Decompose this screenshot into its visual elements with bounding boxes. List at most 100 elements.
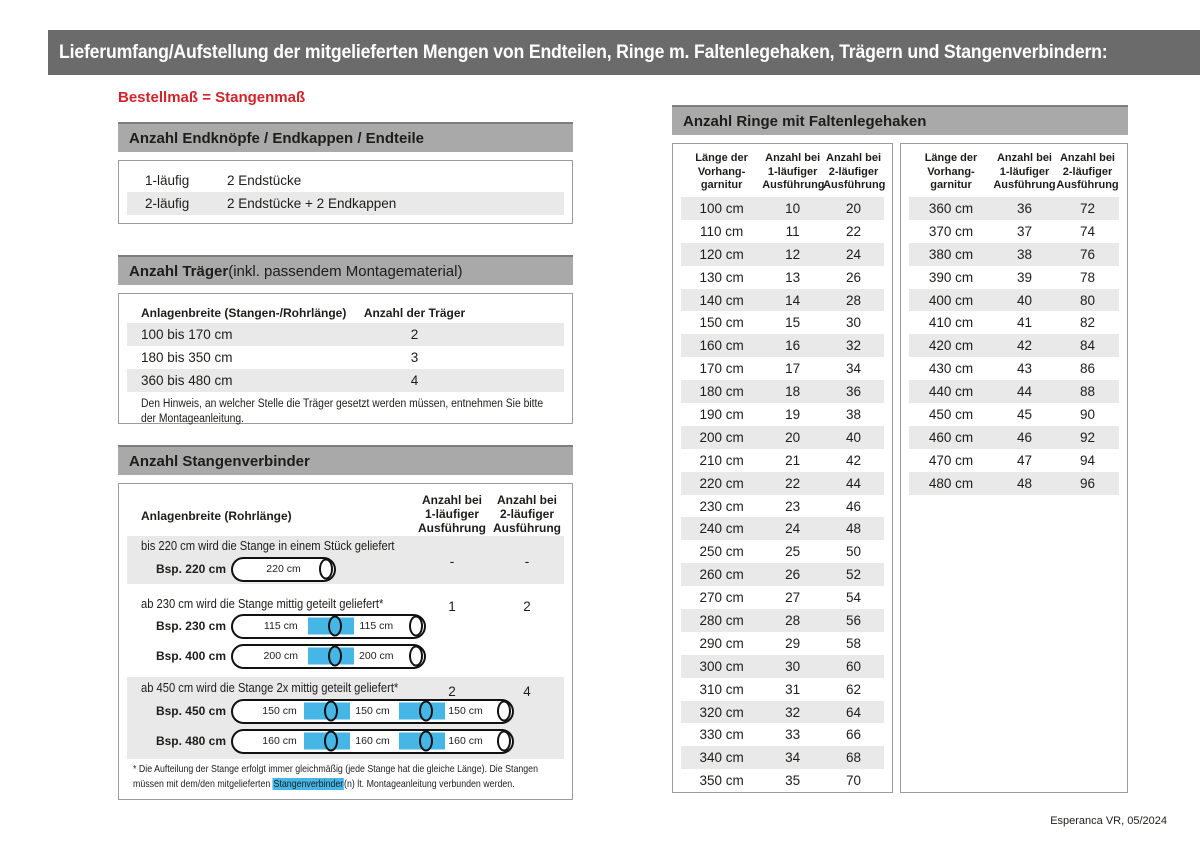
anlagenbreite-value: 180 bis 350 cm	[141, 350, 233, 365]
ring-row: 440 cm 44 88	[909, 380, 1119, 404]
rod-end-cap-icon	[497, 700, 511, 722]
section-header-ringe: Anzahl Ringe mit Faltenlegehaken	[672, 105, 1128, 135]
ring-length-value: 330 cm	[699, 727, 744, 743]
traeger-col2-header: Anzahl der Träger	[363, 305, 466, 320]
verbinder-col1-header: Anlagenbreite (Rohrlänge)	[141, 509, 292, 523]
ring-row: 170 cm 17 34	[681, 357, 884, 380]
ring-row: 280 cm 28 56	[681, 609, 884, 632]
traeger-table: Anlagenbreite (Stangen-/Rohrlänge) Anzah…	[118, 293, 573, 425]
endteile-count-value: 2 Endstücke	[227, 173, 302, 188]
ring-length-value: 450 cm	[928, 406, 974, 422]
ring-count-1-laeufig: 44	[1016, 384, 1033, 400]
ring-count-1-laeufig: 21	[785, 452, 801, 468]
ring-length-value: 280 cm	[699, 612, 744, 628]
ring-count-1-laeufig: 17	[785, 361, 801, 377]
ring-length-value: 400 cm	[928, 292, 974, 308]
ring-row: 420 cm 42 84	[909, 334, 1119, 358]
ring-count-1-laeufig: 11	[785, 223, 800, 239]
ring-count-1-laeufig: 18	[785, 384, 801, 400]
ring-row: 190 cm 19 38	[681, 403, 884, 426]
rod-example-row: Bsp. 400 cm 200 cm 200 cm	[131, 643, 426, 669]
ring-col-header: Anzahl bei 2-läufiger Ausführung	[1056, 152, 1119, 191]
rod-end-cap-icon	[409, 615, 423, 637]
ring-count-2-laeufig: 90	[1079, 406, 1096, 422]
ring-count-1-laeufig: 23	[785, 498, 801, 514]
ring-count-2-laeufig: 44	[846, 475, 862, 491]
ring-count-1-laeufig: 45	[1016, 406, 1033, 422]
ring-length-value: 130 cm	[699, 269, 744, 285]
rod-end-cap-icon	[497, 730, 511, 752]
ring-row: 430 cm 43 86	[909, 357, 1119, 380]
section-header-endteile-label: Anzahl Endknöpfe / Endkappen / Endteile	[129, 129, 425, 147]
verbinder-rule-text: ab 450 cm wird die Stange 2x mittig gete…	[141, 680, 440, 695]
ring-row: 290 cm 29 58	[681, 632, 884, 655]
ring-row: 470 cm 47 94	[909, 449, 1119, 472]
ring-count-2-laeufig: 72	[1079, 200, 1096, 216]
verbinder-col2-header: Anzahl bei 1-läufiger Ausführung	[418, 493, 486, 535]
ring-count-2-laeufig: 62	[846, 681, 862, 697]
traeger-row: 360 bis 480 cm 4	[127, 369, 564, 392]
subtitle-bestellmass: Bestellmaß = Stangenmaß	[118, 89, 306, 106]
section-header-stangenverbinder: Anzahl Stangenverbinder	[118, 445, 573, 475]
footnote-line1: * Die Aufteilung der Stange erfolgt imme…	[133, 763, 538, 775]
ring-table-left-header: Länge der Vorhang- garnitur Anzahl bei 1-…	[673, 144, 892, 197]
ring-length-value: 160 cm	[699, 338, 744, 354]
ring-length-value: 320 cm	[699, 704, 744, 720]
ring-count-1-laeufig: 19	[785, 406, 801, 422]
ring-count-1-laeufig: 14	[785, 292, 801, 308]
ring-count-2-laeufig: 82	[1079, 315, 1096, 331]
ring-length-value: 200 cm	[699, 429, 744, 445]
rod-joint-cap-icon	[418, 700, 433, 722]
ring-length-value: 140 cm	[699, 292, 744, 308]
verbinder-rule-text-line: ab 230 cm wird die Stange mittig geteilt…	[141, 596, 384, 611]
ring-count-2-laeufig: 48	[846, 521, 862, 537]
stangenverbinder-table: Anlagenbreite (Rohrlänge) Anzahl bei 1-l…	[118, 483, 573, 800]
ring-count-1-laeufig: 37	[1016, 223, 1033, 239]
rod-segment-length: 115 cm	[263, 620, 298, 632]
ring-length-value: 230 cm	[699, 498, 744, 514]
ring-count-1-laeufig: 42	[1016, 338, 1033, 354]
ring-table-right-header: Länge der Vorhang- garnitur Anzahl bei 1-…	[901, 144, 1127, 197]
rod-example-label: Bsp. 450 cm	[155, 704, 226, 718]
ring-rows-left: 100 cm 10 20 110 cm 11 22 120 cm 12 24 130 cm 13 26…	[673, 197, 892, 792]
page-title-bar: Lieferumfang/Aufstellung der mitgeliefer…	[48, 30, 1200, 75]
ring-length-value: 110 cm	[699, 223, 744, 239]
ring-count-1-laeufig: 12	[785, 246, 801, 262]
document-footer: Esperanca VR, 05/2024	[1050, 815, 1167, 827]
ring-length-value: 170 cm	[699, 361, 744, 377]
ring-col-header: Anzahl bei 1-läufiger Ausführung	[993, 152, 1056, 191]
ring-count-2-laeufig: 30	[846, 315, 862, 331]
rod-segment-length: 160 cm	[448, 735, 483, 747]
ring-count-1-laeufig: 30	[785, 658, 801, 674]
traeger-table-header: Anlagenbreite (Stangen-/Rohrlänge) Anzah…	[127, 302, 564, 323]
section-header-ringe-label: Anzahl Ringe mit Faltenlegehaken	[683, 112, 927, 130]
traeger-count-value: 2	[410, 327, 419, 342]
ring-count-1-laeufig: 34	[785, 750, 801, 766]
traeger-note-line1: Den Hinweis, an welcher Stelle die Träge…	[141, 398, 544, 410]
ring-count-2-laeufig: 84	[1079, 338, 1096, 354]
ring-count-1-laeufig: 48	[1016, 475, 1033, 491]
ring-count-2-laeufig: 94	[1079, 452, 1096, 468]
ring-row: 480 cm 48 96	[909, 471, 1119, 495]
ring-length-value: 480 cm	[928, 475, 974, 491]
ring-length-value: 340 cm	[699, 750, 744, 766]
ring-count-1-laeufig: 32	[785, 704, 801, 720]
ring-count-2-laeufig: 46	[846, 498, 862, 514]
ring-row: 390 cm 39 78	[909, 266, 1119, 289]
rod-segment-length: 150 cm	[355, 705, 390, 717]
ring-count-1-laeufig: 33	[785, 727, 801, 743]
ring-count-2-laeufig: 78	[1079, 269, 1096, 285]
ring-row: 100 cm 10 20	[681, 197, 884, 220]
traeger-note-line2: der Montageanleitung.	[141, 413, 245, 425]
ring-row: 210 cm 21 42	[681, 449, 884, 472]
ring-row: 200 cm 20 40	[681, 425, 884, 449]
rod-example-row: Bsp. 220 cm 220 cm	[131, 556, 336, 582]
section-header-traeger-rest: (inkl. passendem Montagematerial)	[228, 262, 463, 280]
rod-joint-cap-icon	[324, 700, 339, 722]
ring-row: 450 cm 45 90	[909, 403, 1119, 426]
ring-length-value: 210 cm	[699, 452, 744, 468]
ring-count-1-laeufig: 26	[785, 567, 801, 583]
rod-end-cap-icon	[409, 645, 423, 667]
ring-row: 360 cm 36 72	[909, 197, 1119, 220]
ring-row: 110 cm 11 22	[681, 220, 884, 243]
